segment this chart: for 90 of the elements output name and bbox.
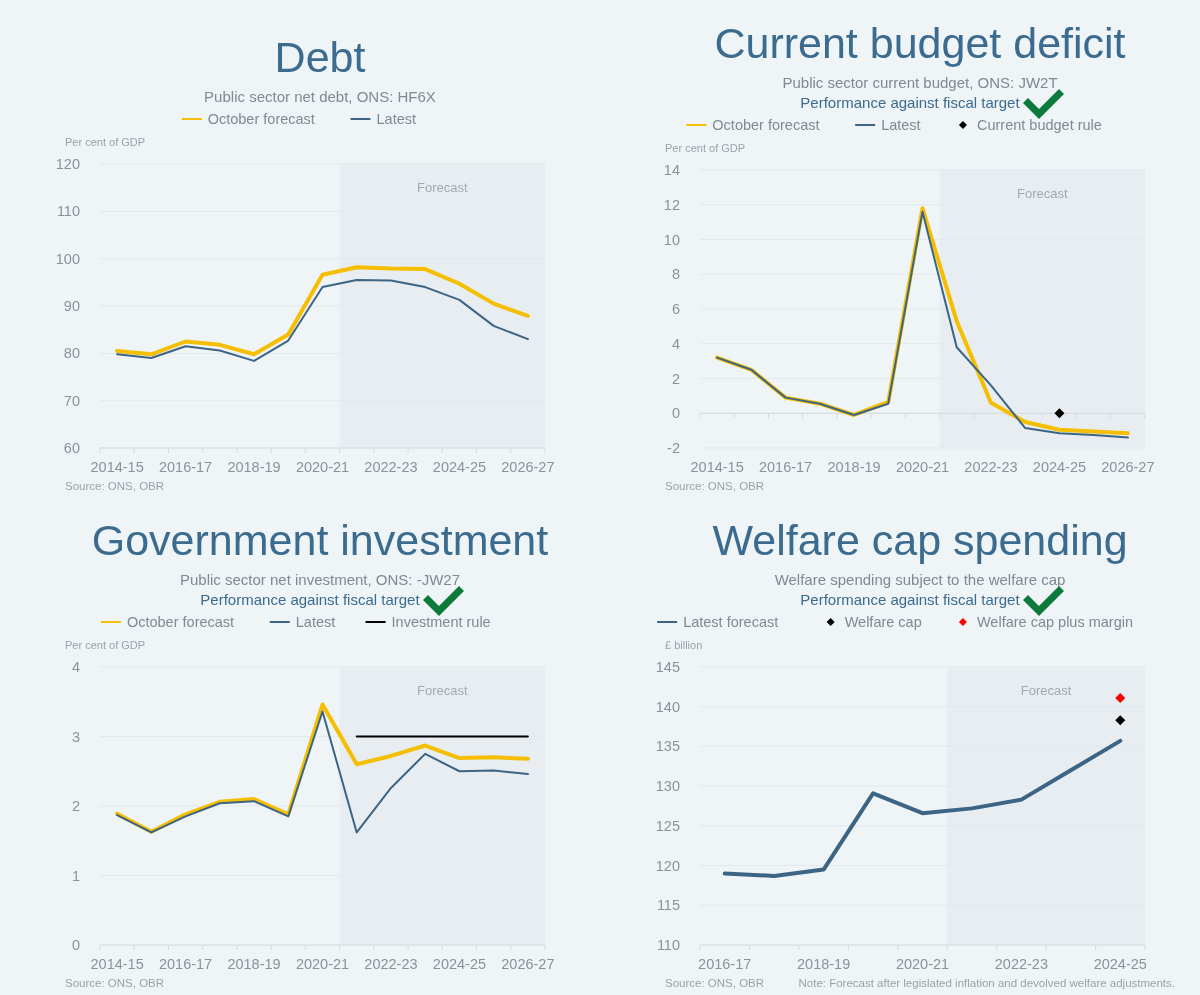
x-tick-label: 2024-25: [432, 956, 487, 972]
x-tick-label: 2018-19: [797, 956, 851, 972]
x-tick-label: 2022-23: [364, 459, 418, 475]
x-tick-label: 2022-23: [994, 956, 1048, 972]
y-tick-label: 4: [71, 659, 80, 675]
y-tick-label: 10: [663, 231, 680, 248]
source-note: Source: ONS, OBR: [65, 480, 165, 492]
x-tick-label: 2020-21: [295, 956, 350, 972]
x-tick-label: 2022-23: [964, 459, 1018, 475]
y-tick-label: 2: [71, 798, 80, 814]
legend-label: Latest: [376, 111, 416, 127]
x-tick-label: 2020-21: [295, 459, 350, 475]
text: Note: Forecast after legislated inflation and devolved welfare adjustments.: [798, 977, 1175, 989]
text: Performance against fiscal target: [200, 591, 421, 608]
y-tick-label: 130: [655, 778, 680, 795]
legend-label: Latest forecast: [683, 614, 779, 630]
text: Performance against fiscal target: [800, 591, 1021, 608]
y-tick-label: -2: [667, 440, 680, 456]
y-tick-label: 4: [671, 335, 680, 352]
y-axis-title: Per cent of GDP: [665, 142, 746, 154]
legend-label: Current budget rule: [976, 117, 1102, 133]
y-tick-label: 6: [671, 301, 680, 317]
y-tick-label: 12: [663, 196, 680, 213]
x-tick-label: 2018-19: [827, 459, 881, 475]
y-tick-label: 8: [671, 266, 680, 283]
annotation: Forecast: [417, 683, 468, 698]
y-tick-label: 0: [671, 405, 680, 422]
x-tick-label: 2024-25: [1032, 459, 1087, 475]
legend-label: October forecast: [126, 614, 235, 630]
x-tick-label: 2016-17: [758, 459, 813, 475]
annotation: Forecast: [1017, 186, 1068, 201]
chart-title: Welfare cap spending: [712, 516, 1128, 564]
y-tick-label: 2: [671, 370, 680, 387]
legend-label: October forecast: [712, 117, 820, 133]
x-tick-label: 2026-27: [501, 956, 555, 972]
x-tick-label: 2016-17: [158, 956, 213, 972]
y-tick-label: 135: [655, 738, 680, 755]
chart-subtitle: Public sector net investment, ONS: -JW27: [179, 571, 461, 588]
x-tick-label: 2014-15: [690, 459, 744, 475]
x-tick-label: 2016-17: [698, 956, 752, 972]
legend-label: Latest: [881, 117, 921, 133]
y-axis-title: £ billion: [665, 639, 703, 651]
x-tick-label: 2022-23: [364, 956, 418, 972]
x-tick-label: 2024-25: [1093, 956, 1147, 972]
x-tick-label: 2020-21: [895, 956, 950, 972]
x-tick-label: 2024-25: [432, 459, 487, 475]
chart-title: Government investment: [91, 516, 549, 564]
y-tick-label: 120: [655, 857, 680, 874]
chart-title: Current budget deficit: [714, 19, 1126, 67]
y-tick-label: 0: [71, 937, 80, 953]
x-tick-label: 2026-27: [1101, 459, 1155, 475]
y-tick-label: 14: [663, 162, 680, 178]
x-tick-label: 2020-21: [895, 459, 950, 475]
y-tick-label: 125: [655, 817, 680, 834]
y-tick-label: 60: [63, 440, 80, 456]
chart-subtitle: Welfare spending subject to the welfare cap: [774, 571, 1066, 588]
x-tick-label: 2026-27: [501, 459, 555, 475]
text: Performance against fiscal target: [800, 94, 1021, 111]
y-tick-label: 145: [655, 659, 680, 675]
x-tick-label: 2018-19: [227, 459, 281, 475]
chart-subtitle: Public sector net debt, ONS: HF6X: [204, 88, 436, 105]
y-tick-label: 90: [63, 298, 80, 314]
annotation: Forecast: [417, 180, 468, 195]
annotation: Forecast: [1020, 683, 1072, 698]
legend-label: Welfare cap: [844, 614, 922, 630]
y-tick-label: 115: [656, 897, 680, 914]
y-axis-title: Per cent of GDP: [65, 639, 146, 651]
x-tick-label: 2016-17: [158, 459, 213, 475]
y-tick-label: 70: [63, 392, 80, 409]
source-note: Source: ONS, OBR: [665, 977, 765, 989]
x-tick-label: 2018-19: [227, 956, 281, 972]
x-tick-label: 2014-15: [90, 956, 144, 972]
y-tick-label: 100: [55, 250, 80, 267]
y-tick-label: 80: [63, 345, 80, 362]
y-tick-label: 110: [656, 937, 680, 953]
y-tick-label: 3: [71, 728, 80, 745]
chart-title: Debt: [274, 33, 366, 81]
y-tick-label: 120: [55, 156, 80, 172]
legend-label: Investment rule: [391, 614, 491, 630]
legend-label: Welfare cap plus margin: [976, 614, 1134, 630]
chart-subtitle: Public sector current budget, ONS: JW2T: [782, 74, 1058, 91]
x-tick-label: 2014-15: [90, 459, 144, 475]
y-axis-title: Per cent of GDP: [65, 136, 146, 148]
y-tick-label: 1: [71, 867, 80, 884]
legend-label: October forecast: [207, 111, 315, 127]
y-tick-label: 140: [655, 698, 680, 715]
source-note: Source: ONS, OBR: [665, 480, 765, 492]
legend-label: Latest: [295, 614, 336, 630]
source-note: Source: ONS, OBR: [65, 977, 165, 989]
y-tick-label: 110: [56, 203, 80, 220]
